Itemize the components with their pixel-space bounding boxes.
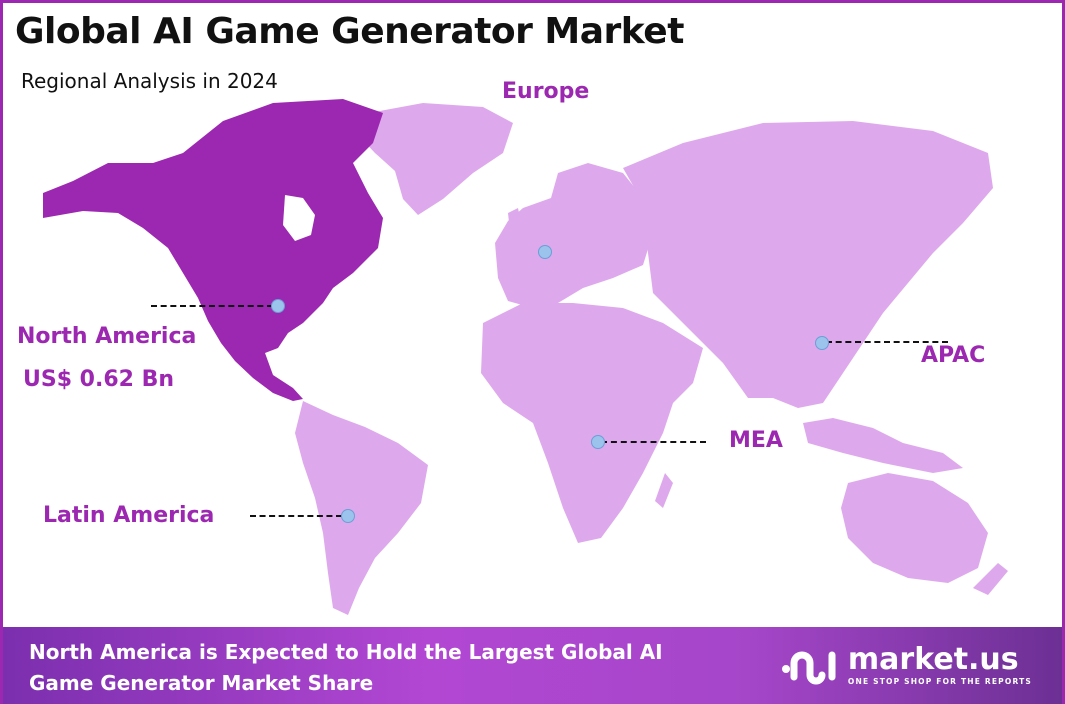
market-us-logo-icon [781,651,836,685]
brand-logo[interactable]: market.us ONE STOP SHOP FOR THE REPORTS [780,643,1032,687]
label-latin-america: Latin America [43,503,215,528]
brand-name: market.us [847,641,1019,677]
connector-latin-america [250,515,342,517]
region-shape-europe [495,163,653,308]
marker-mea[interactable] [591,435,605,449]
page-subtitle: Regional Analysis in 2024 [21,69,278,93]
connector-apac [826,341,948,343]
footer-headline: North America is Expected to Hold the La… [29,640,663,695]
marker-apac[interactable] [815,336,829,350]
label-mea: MEA [729,428,783,453]
connector-north-america [151,305,273,307]
label-apac: APAC [921,343,986,368]
label-europe: Europe [502,79,590,104]
marker-europe[interactable] [538,245,552,259]
value-north-america: US$ 0.62 Bn [23,367,175,392]
region-shape-australia [841,473,988,583]
brand-tagline: ONE STOP SHOP FOR THE REPORTS [847,676,1032,686]
marker-latin-america[interactable] [341,509,355,523]
region-shape-asia [623,121,993,408]
footer-banner: North America is Expected to Hold the La… [3,627,1062,704]
marker-north-america[interactable] [271,299,285,313]
region-shape-greenland [358,103,513,215]
label-north-america: North America [17,324,197,349]
region-shape-mea [481,303,703,543]
page-title: Global AI Game Generator Market [15,11,684,52]
connector-mea [601,441,706,443]
world-map [43,99,1008,615]
region-shape-latin-america [295,401,428,615]
region-shape-north-america [43,99,383,401]
